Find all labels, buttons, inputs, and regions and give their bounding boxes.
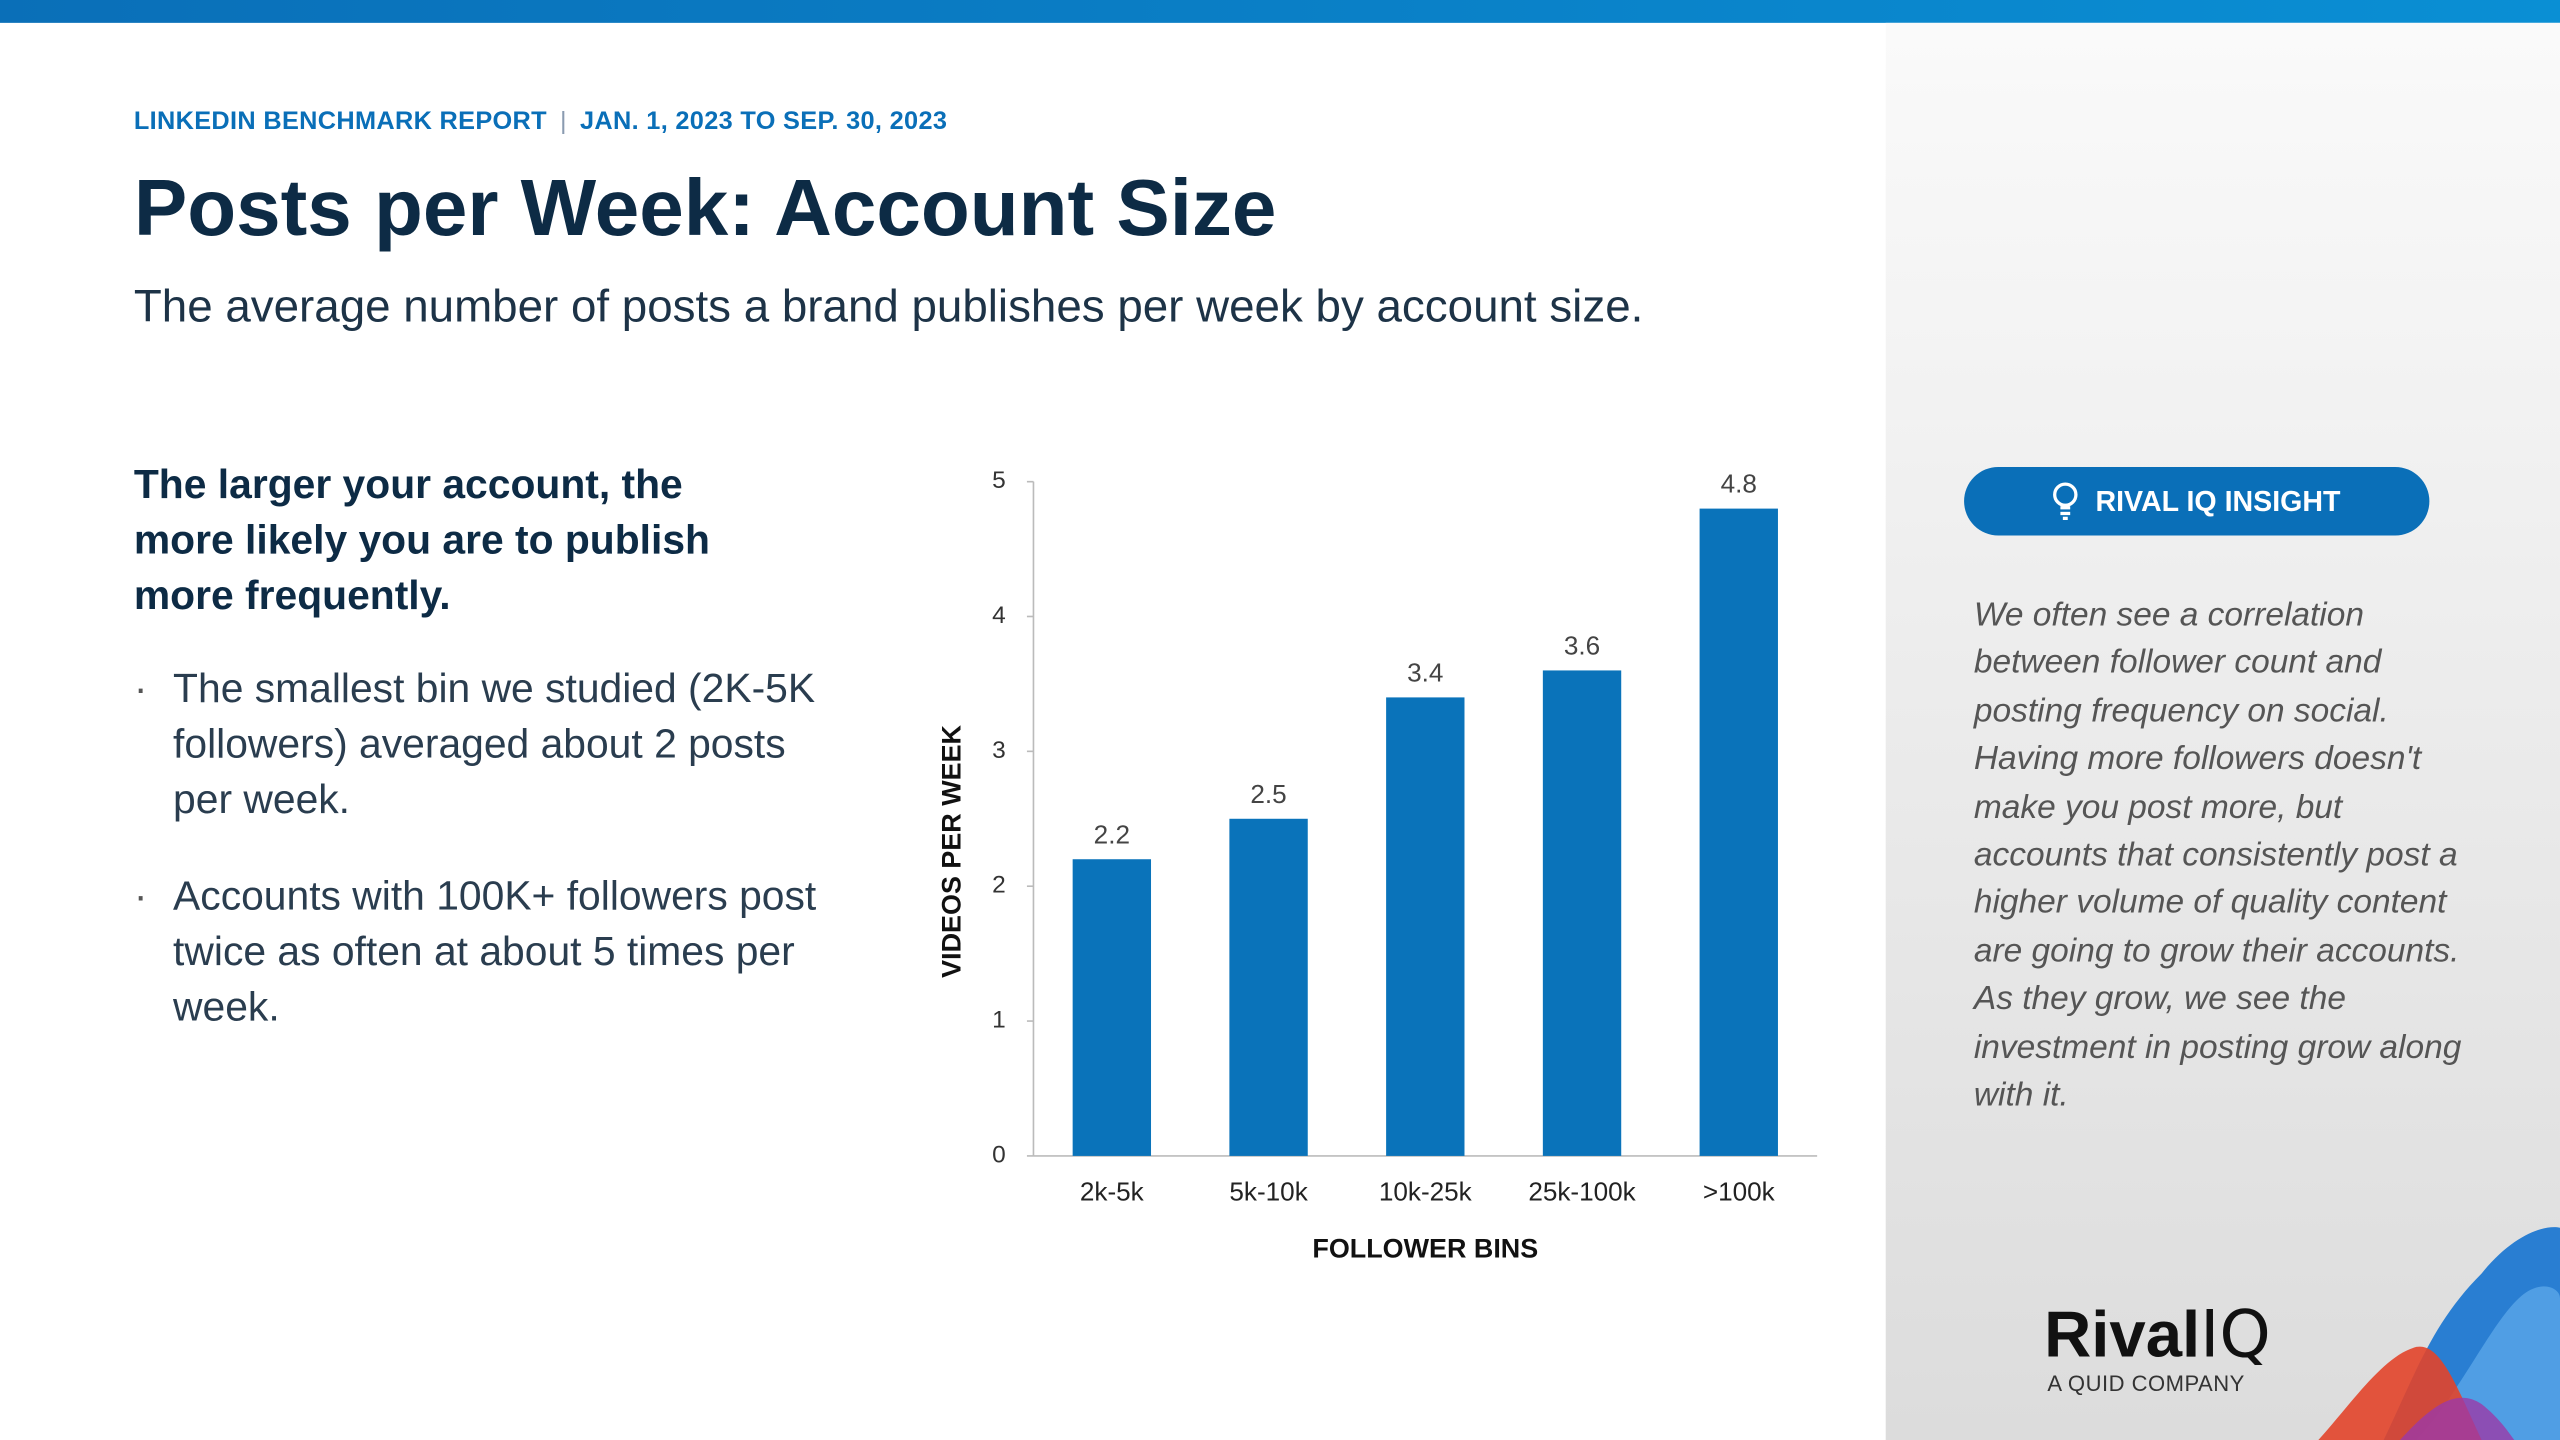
- y-tick-label: 2: [992, 872, 1006, 899]
- logo-light: IQ: [2200, 1297, 2271, 1374]
- x-tick-label: 10k-25k: [1379, 1176, 1473, 1206]
- y-axis-title: VIDEOS PER WEEK: [937, 724, 967, 977]
- bar: [1542, 670, 1622, 1156]
- logo-tagline: A QUID COMPANY: [2047, 1371, 2245, 1396]
- value-label: 3.6: [1564, 630, 1600, 660]
- key-point: The larger your account, the more likely…: [133, 462, 710, 619]
- y-tick-label: 0: [992, 1141, 1006, 1168]
- x-tick-label: >100k: [1703, 1176, 1776, 1206]
- x-tick-label: 25k-100k: [1528, 1176, 1636, 1206]
- decor-waves: [2318, 1227, 2560, 1440]
- x-tick-label: 2k-5k: [1080, 1176, 1145, 1206]
- top-bar: [0, 0, 2560, 23]
- bar: [1386, 697, 1465, 1156]
- insight-badge: RIVAL IQ INSIGHT: [1964, 466, 2430, 536]
- bullet: The smallest bin we studied (2K-5K follo…: [134, 661, 842, 828]
- bullet-list: The smallest bin we studied (2K-5K follo…: [134, 661, 843, 1076]
- bar: [1229, 818, 1308, 1156]
- x-tick-label: 5k-10k: [1229, 1176, 1308, 1206]
- bullet: Accounts with 100K+ followers post twice…: [134, 869, 842, 1036]
- separator: |: [559, 107, 567, 136]
- side-panel: [1885, 22, 2560, 1440]
- value-label: 2.5: [1250, 779, 1286, 809]
- x-axis-title: FOLLOWER BINS: [1312, 1234, 1538, 1264]
- subtitle: The average number of posts a brand publ…: [133, 280, 1644, 332]
- chart: 0 1 2 3 4 5 2k-5k 2.2 5k-10k 2.5 10k-25k 3.4 25k-100…: [937, 467, 1818, 1264]
- value-label: 2.2: [1094, 819, 1130, 849]
- insight-text: We often see a correlation between follo…: [1973, 595, 2462, 1114]
- y-tick-label: 4: [992, 602, 1006, 629]
- value-label: 4.8: [1721, 469, 1757, 499]
- y-tick-label: 1: [992, 1007, 1006, 1034]
- title: Posts per Week: Account Size: [133, 164, 1277, 254]
- badge-text: RIVAL IQ INSIGHT: [2095, 484, 2341, 517]
- report-name: LINKEDIN BENCHMARK REPORT: [133, 107, 547, 136]
- value-label: 3.4: [1407, 657, 1443, 687]
- bar: [1072, 859, 1152, 1156]
- bulb-icon: [2053, 482, 2079, 520]
- logo-bold: Rival: [2044, 1299, 2201, 1372]
- bar: [1699, 508, 1778, 1156]
- report-header: LINKEDIN BENCHMARK REPORT | JAN. 1, 2023 T…: [134, 108, 947, 137]
- y-tick-label: 5: [992, 467, 1006, 494]
- logo: RivalIQ: [2044, 1298, 2271, 1373]
- y-tick-label: 3: [992, 737, 1006, 764]
- date-range: JAN. 1, 2023 TO SEP. 30, 2023: [579, 107, 948, 136]
